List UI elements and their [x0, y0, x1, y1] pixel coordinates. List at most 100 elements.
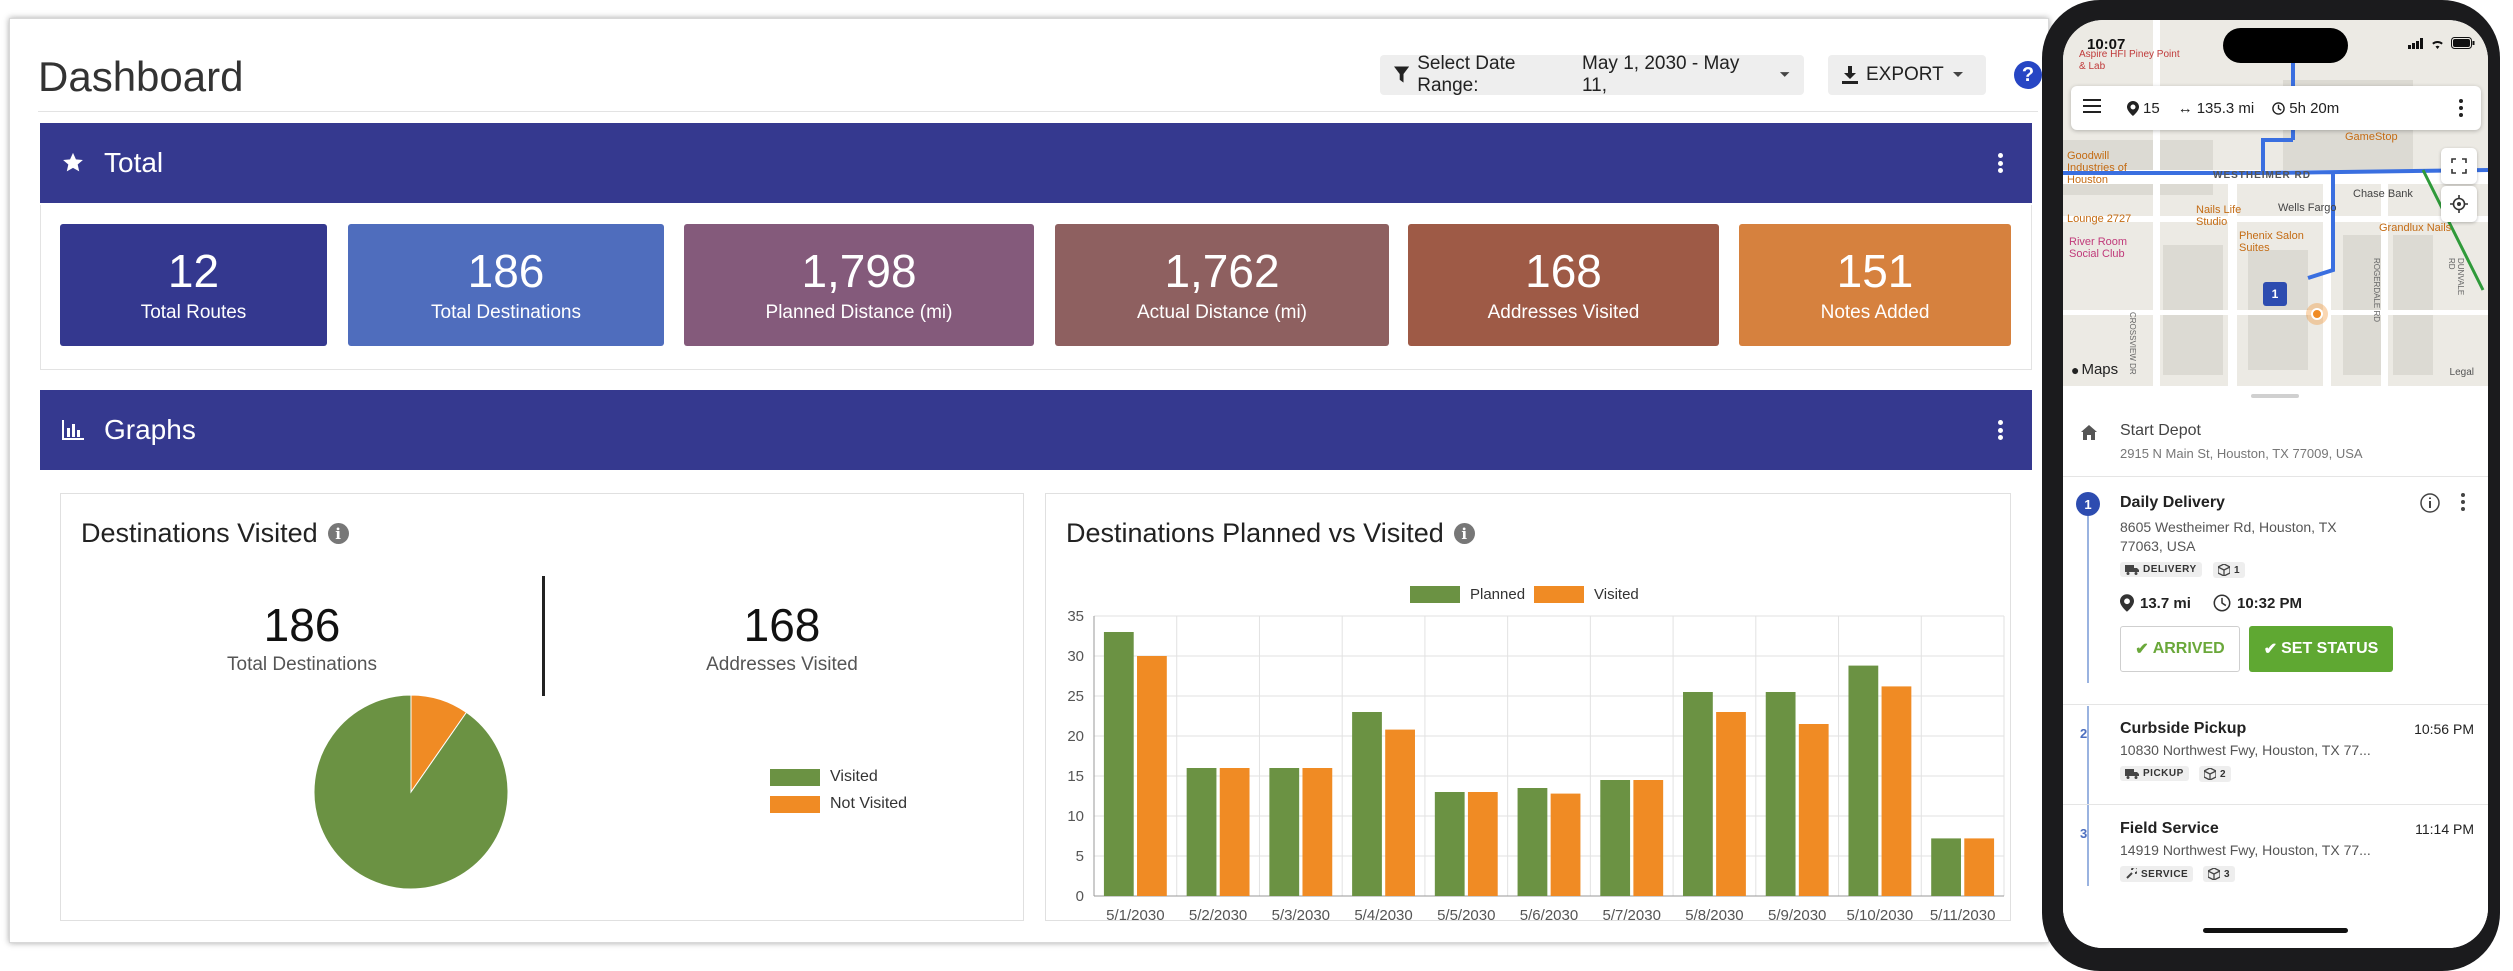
legend-label: Not Visited: [830, 795, 908, 812]
stop-row[interactable]: 2 Curbside Pickup 10:56 PM 10830 Northwe…: [2063, 706, 2488, 806]
bar-planned: [1600, 780, 1631, 896]
total-panel-header: Total: [40, 123, 2032, 203]
map-label: Wells Fargo: [2278, 202, 2337, 214]
bar-visited: [1302, 768, 1333, 896]
package-icon: [2218, 564, 2230, 576]
info-icon[interactable]: i: [1453, 523, 1475, 544]
legend-label: Planned: [1470, 586, 1526, 603]
card-value: 186: [467, 245, 545, 297]
page-title: Dashboard: [38, 53, 244, 100]
tag-label: SERVICE: [2141, 868, 2189, 880]
apple-icon: ●: [2071, 361, 2080, 378]
route-map[interactable]: 10:07 Aspire HFI Piney Point & Lab 15 ↔ …: [2063, 20, 2488, 386]
bar-visited: [1467, 792, 1498, 896]
duration-value: 5h 20m: [2289, 99, 2340, 117]
tag-label: PICKUP: [2143, 768, 2184, 779]
expand-icon: [2451, 158, 2467, 174]
kebab-menu-icon[interactable]: [1998, 420, 2004, 440]
status-icons: [2408, 37, 2475, 49]
home-indicator: [2203, 928, 2348, 933]
phone-screen: 10:07 Aspire HFI Piney Point & Lab 15 ↔ …: [2063, 20, 2488, 948]
kebab-menu-icon[interactable]: [2461, 493, 2465, 511]
signal-icon: [2408, 37, 2423, 49]
export-button[interactable]: EXPORT: [1828, 55, 1986, 95]
street-label: DUNVALE RD: [2447, 258, 2465, 296]
stops-value: 15: [2143, 99, 2160, 117]
tag-label: 3: [2224, 868, 2231, 880]
card-label: Planned Distance (mi): [765, 302, 953, 323]
stop-number-badge: 1: [2076, 492, 2100, 516]
info-icon[interactable]: [2419, 492, 2441, 514]
stop-name: Field Service: [2120, 820, 2219, 837]
x-tick-label: 5/10/2030: [1847, 907, 1914, 922]
timeline-line: [2087, 706, 2089, 806]
start-depot-row[interactable]: Start Depot 2915 N Main St, Houston, TX …: [2063, 416, 2488, 486]
chevron-down-icon: [1779, 72, 1790, 77]
card-actual-distance: 1,762 Actual Distance (mi): [1055, 224, 1389, 346]
tag-label: DELIVERY: [2143, 564, 2197, 575]
help-button[interactable]: ?: [2014, 61, 2042, 89]
card-value: 1,798: [801, 245, 917, 297]
card-total-destinations: 186 Total Destinations: [348, 224, 664, 346]
stop-name: Curbside Pickup: [2120, 720, 2247, 737]
locate-button[interactable]: [2441, 186, 2477, 222]
map-stop-pin[interactable]: 1: [2263, 282, 2287, 306]
graphs-panel-title: Graphs: [104, 414, 196, 445]
fullscreen-button[interactable]: [2441, 148, 2477, 184]
card-label: Total Routes: [140, 302, 247, 323]
stop-number: 2: [2080, 724, 2088, 743]
route-line: [2063, 60, 2488, 291]
current-location-marker: [2306, 303, 2328, 325]
menu-icon[interactable]: [2083, 99, 2101, 117]
map-toolbar: 15 ↔ 135.3 mi 5h 20m: [2071, 86, 2481, 130]
legal-link[interactable]: Legal: [2449, 367, 2474, 378]
sheet-grabber[interactable]: [2251, 394, 2299, 398]
bar-visited: [1964, 838, 1995, 896]
kebab-menu-icon[interactable]: [1998, 153, 2004, 173]
stops-count: 15: [2127, 100, 2160, 117]
package-icon: [2204, 768, 2216, 780]
stop-type-tag: PICKUP: [2120, 766, 2189, 781]
stop-row-expanded[interactable]: 1 Daily Delivery 8605 Westheimer Rd, Hou…: [2063, 478, 2488, 683]
map-label: Chase Bank: [2353, 188, 2413, 200]
checkmark-icon: ✔: [2135, 641, 2149, 658]
bar-visited: [1137, 656, 1167, 896]
info-icon[interactable]: i: [327, 523, 349, 544]
card-value: 151: [1836, 245, 1914, 297]
wifi-icon: [2432, 40, 2443, 49]
map-label: River Room Social Club: [2069, 236, 2128, 260]
planned-vs-visited-title: Destinations Planned vs Visited i: [1066, 518, 1475, 549]
legend-swatch: [770, 768, 820, 786]
y-tick-label: 10: [1067, 808, 1084, 825]
filter-icon: [1394, 66, 1410, 83]
dashboard-window: Dashboard Select Date Range: May 1, 2030…: [9, 18, 2049, 943]
x-tick-label: 5/8/2030: [1685, 907, 1743, 922]
y-tick-label: 20: [1067, 728, 1084, 745]
bar-planned: [1683, 692, 1713, 896]
legend-label: Visited: [1594, 586, 1639, 603]
stop-eta: 11:14 PM: [2415, 821, 2474, 837]
card-label: Addresses Visited: [1487, 302, 1640, 323]
date-range-button[interactable]: Select Date Range: May 1, 2030 - May 11,: [1380, 53, 1804, 96]
y-tick-label: 0: [1076, 888, 1084, 905]
graphs-panel-header: Graphs: [40, 390, 2032, 470]
set-status-button[interactable]: ✔ SET STATUS: [2249, 626, 2393, 672]
bar-visited: [1798, 724, 1829, 896]
pie-slice-visited: [313, 694, 509, 890]
package-count-tag: 1: [2213, 562, 2246, 578]
arrived-button[interactable]: ✔ ARRIVED: [2120, 626, 2240, 672]
x-tick-label: 5/9/2030: [1768, 907, 1826, 922]
addresses-visited-stat: 168 Addresses Visited: [632, 598, 932, 676]
divider: [38, 111, 2038, 112]
stat-value: 186: [263, 599, 341, 651]
total-panel-body: [40, 205, 2032, 370]
y-tick-label: 30: [1067, 648, 1084, 665]
checkmark-icon: ✔: [2263, 641, 2278, 658]
stop-type-tag: SERVICE: [2120, 866, 2194, 882]
stat-label: Addresses Visited: [706, 654, 858, 675]
stop-row[interactable]: 3 Field Service 11:14 PM 14919 Northwest…: [2063, 806, 2488, 906]
kebab-menu-icon[interactable]: [2459, 99, 2463, 117]
legend-visited: Visited: [770, 768, 878, 786]
bar-chart: 0 5 10 15 20 25 30 35 5/1/2030 5/2/2030 5/3/2030 5/…: [1067, 608, 2005, 922]
bar-planned: [1517, 788, 1548, 896]
